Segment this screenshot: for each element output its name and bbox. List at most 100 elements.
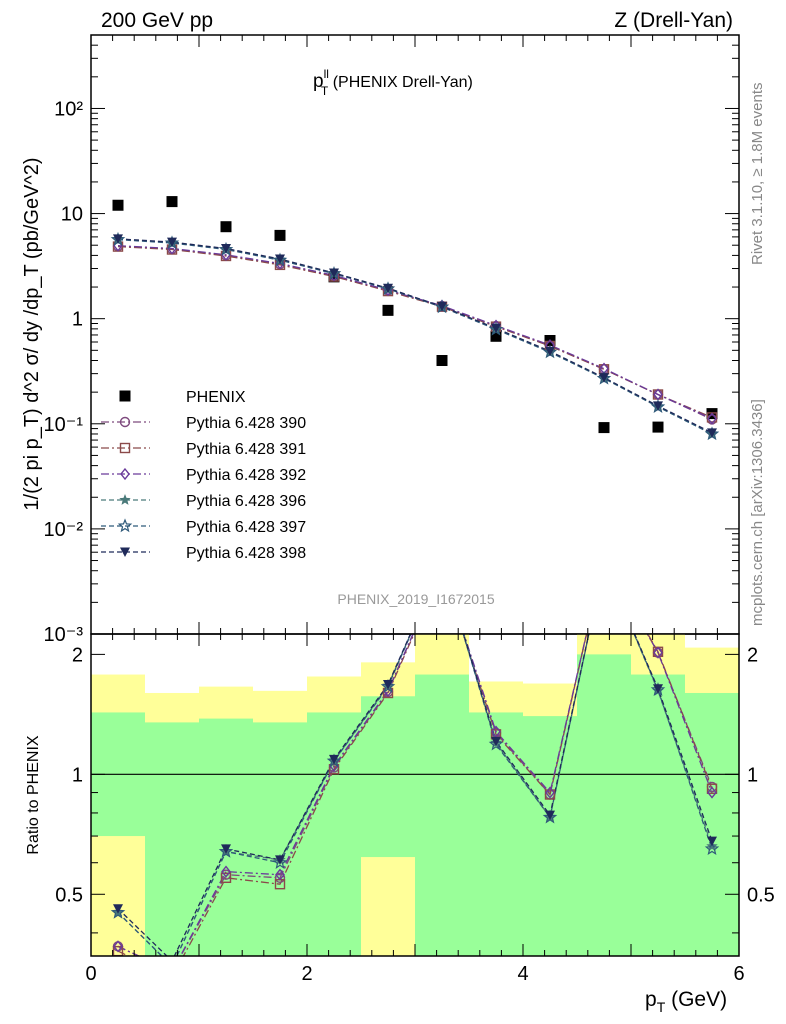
ratio-point — [707, 786, 717, 799]
stat-band-green — [469, 712, 523, 956]
ratio-y-tick-label: 1 — [72, 764, 83, 786]
ratio-point — [488, 736, 504, 751]
x-axis-label-p: p — [645, 988, 657, 1011]
legend-marker — [117, 518, 133, 533]
ratio-y-tick-label-right: 0.5 — [747, 884, 775, 906]
legend-marker — [119, 442, 131, 454]
ratio-y-tick-label: 0.5 — [55, 884, 83, 906]
ratio-series-line — [117, 634, 713, 956]
main-series-line — [117, 238, 713, 435]
legend-label: Pythia 6.428 391 — [186, 441, 306, 458]
legend-marker — [119, 416, 131, 428]
ratio-point — [491, 736, 501, 747]
analysis-label: PHENIX_2019_I1672015 — [337, 591, 494, 607]
legend-label: Pythia 6.428 396 — [186, 493, 306, 510]
pythia-point — [383, 283, 393, 294]
ratio-y-tick-label-right: 2 — [747, 644, 758, 666]
stat-band-green — [631, 674, 685, 956]
stat-band-green — [415, 674, 469, 956]
x-tick-label: 6 — [733, 963, 744, 985]
ratio-point — [545, 810, 555, 821]
stat-band-green — [523, 716, 577, 956]
main-title-subscript: T — [321, 84, 329, 98]
stat-band-green — [577, 654, 631, 956]
ratio-point — [545, 786, 555, 799]
pythia-point — [545, 346, 555, 357]
x-tick-label: 4 — [517, 963, 528, 985]
legend-marker — [119, 494, 131, 505]
pythia-point — [491, 323, 501, 334]
main-series-line — [117, 245, 713, 420]
phenix-data-point — [490, 330, 502, 342]
ratio-point — [653, 646, 663, 659]
header-left: 200 GeV pp — [101, 9, 213, 32]
ratio-point — [328, 764, 340, 775]
ratio-panel: 0 2 4 6 0.5 0.5 1 1 2 2 Ratio to PHENIX pT (GeV) — [25, 633, 775, 1015]
ratio-point — [707, 836, 717, 847]
stat-band-green — [685, 692, 739, 956]
ratio-point — [275, 868, 285, 881]
x-axis-label-rest: (GeV) — [665, 988, 727, 1011]
ratio-point — [113, 940, 123, 953]
phenix-data-point — [274, 229, 286, 241]
ratio-series-line — [117, 634, 713, 956]
stat-band-green — [361, 696, 415, 858]
legend-label: Pythia 6.428 397 — [186, 519, 306, 536]
pythia-point — [221, 244, 231, 254]
main-y-axis-label-text: 1/(2 pi p_T) d^2 σ/ dy /dp_T (pb/GeV^2) — [21, 157, 43, 510]
ratio-y-tick-label-right: 1 — [747, 764, 758, 786]
x-tick-label: 0 — [85, 963, 96, 985]
main-title: pll T (PHENIX Drell-Yan) — [313, 67, 473, 98]
legend-marker — [120, 547, 130, 557]
ratio-point — [704, 841, 720, 856]
phenix-data-point — [220, 221, 232, 233]
ratio-point — [220, 872, 232, 883]
mcplots-label: mcplots.cern.ch [arXiv:1306.3436] — [749, 399, 766, 626]
pythia-point — [653, 401, 663, 411]
main-title-superscript: ll — [324, 67, 329, 81]
pythia-point — [707, 428, 717, 438]
legend-label: Pythia 6.428 390 — [186, 415, 306, 432]
phenix-data-point — [652, 421, 664, 433]
phenix-data-point — [436, 355, 448, 367]
pythia-point — [275, 254, 285, 264]
pythia-point — [707, 412, 717, 425]
ratio-point — [221, 844, 231, 854]
ratio-point — [383, 680, 393, 690]
main-series-line — [117, 238, 713, 434]
legend-label: Pythia 6.428 392 — [186, 467, 306, 484]
main-y-tick-label: 10⁻² — [44, 519, 84, 541]
main-y-axis-label: 1/(2 pi p_T) d^2 σ/ dy /dp_T (pb/GeV^2) — [21, 157, 43, 510]
rivet-label: Rivet 3.1.10, ≥ 1.8M events — [749, 83, 766, 266]
main-y-tick-label: 10² — [54, 98, 83, 120]
ratio-point — [272, 855, 288, 869]
x-axis-label: pT (GeV) — [645, 988, 727, 1015]
legend-marker — [120, 467, 130, 481]
x-axis-label-subscript: T — [657, 999, 666, 1015]
ratio-y-tick-label: 2 — [72, 644, 83, 666]
phenix-data-point — [112, 199, 124, 211]
legend-label: PHENIX — [186, 389, 246, 406]
ratio-point — [329, 754, 339, 765]
ratio-series-group — [110, 634, 720, 956]
pythia-point — [437, 301, 447, 312]
ratio-point — [274, 872, 286, 883]
header-right: Z (Drell-Yan) — [614, 9, 733, 32]
legend-marker — [119, 390, 131, 402]
pythia-point — [329, 268, 339, 279]
ratio-point — [221, 865, 231, 878]
stat-band-green — [307, 712, 361, 956]
legend: PHENIX Pythia 6.428 390 Pythia 6.428 391 Py… — [101, 389, 306, 562]
main-title-rest: (PHENIX Drell-Yan) — [328, 74, 473, 91]
ratio-point — [218, 843, 234, 858]
phenix-data-point — [166, 196, 178, 208]
main-y-tick-label: 10⁻³ — [44, 624, 84, 646]
main-y-tick-label: 1 — [72, 309, 83, 331]
ratio-point — [544, 789, 556, 800]
main-title-p: p — [313, 71, 324, 92]
pythia-point — [113, 234, 123, 244]
main-y-tick-label: 10⁻¹ — [44, 414, 84, 436]
ratio-y-axis-label: Ratio to PHENIX — [25, 735, 42, 854]
ratio-point — [653, 684, 663, 694]
